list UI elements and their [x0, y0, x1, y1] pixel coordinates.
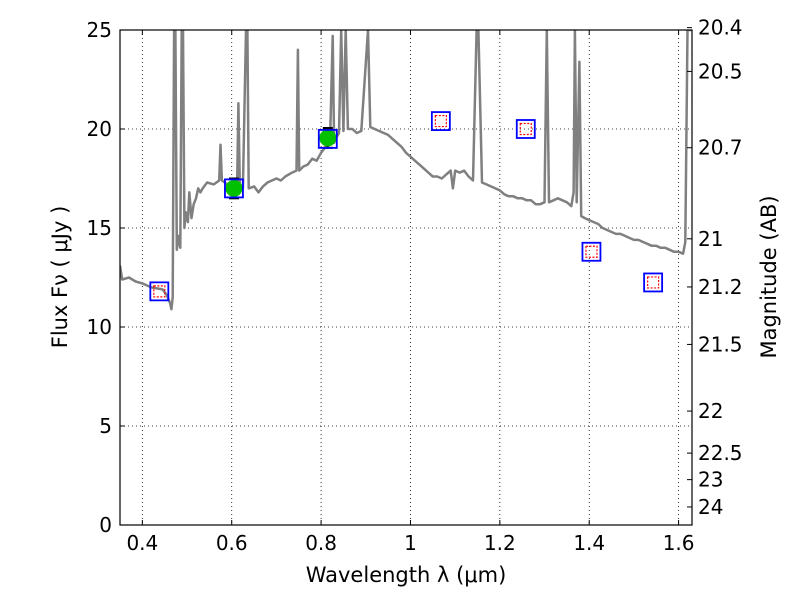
right-tick-label: 24 [698, 495, 723, 519]
x-axis-title: Wavelength λ (μm) [306, 563, 507, 587]
model-square [430, 111, 451, 131]
y-tick-label: 15 [87, 216, 112, 240]
x-tick-label: 0.4 [126, 531, 158, 555]
right-tick-label: 23 [698, 468, 723, 492]
right-tick-label: 22 [698, 399, 723, 423]
x-tick-label: 0.8 [305, 531, 337, 555]
spectrum-line [120, 30, 692, 311]
model-square [317, 128, 338, 149]
photometry-point [225, 179, 243, 197]
right-tick-label: 20.5 [698, 59, 743, 83]
right-tick-label: 21 [698, 227, 723, 251]
photometry-point [319, 129, 337, 147]
y-tick-label: 25 [87, 18, 112, 42]
ticks: 0.4 0.6 0.8 1 1.2 1.4 1.6 0 5 10 15 20 25 20.4 20.5 20.… [87, 16, 743, 555]
y-tick-label: 5 [99, 414, 112, 438]
y-tick-label: 10 [87, 315, 112, 339]
model-square [581, 241, 602, 262]
model-square [643, 272, 664, 293]
limit-square [153, 285, 166, 298]
y-tick-label: 20 [87, 117, 112, 141]
grid [120, 29, 692, 526]
model-square [149, 281, 170, 302]
right-tick-label: 20.7 [698, 136, 743, 160]
x-tick-label: 1 [404, 531, 417, 555]
axes-frame [119, 29, 693, 526]
y-axis-title: Flux Fν ( μJy ) [48, 206, 72, 349]
limit-square [647, 276, 660, 289]
model-square [515, 119, 536, 139]
plot-area [120, 30, 692, 311]
x-tick-label: 1.4 [573, 531, 605, 555]
x-tick-label: 0.6 [216, 531, 248, 555]
x-tick-label: 1.6 [663, 531, 695, 555]
limit-square [434, 114, 447, 128]
x-tick-label: 1.2 [484, 531, 516, 555]
right-tick-label: 20.4 [698, 16, 743, 40]
right-tick-label: 21.2 [698, 275, 743, 299]
model-square [224, 178, 244, 199]
limit-square [519, 122, 532, 136]
limit-square [585, 245, 598, 258]
right-axis-title: Magnitude (AB) [757, 195, 781, 358]
right-tick-label: 22.5 [698, 441, 743, 465]
y-tick-label: 0 [99, 513, 112, 537]
right-tick-label: 21.5 [698, 332, 743, 356]
